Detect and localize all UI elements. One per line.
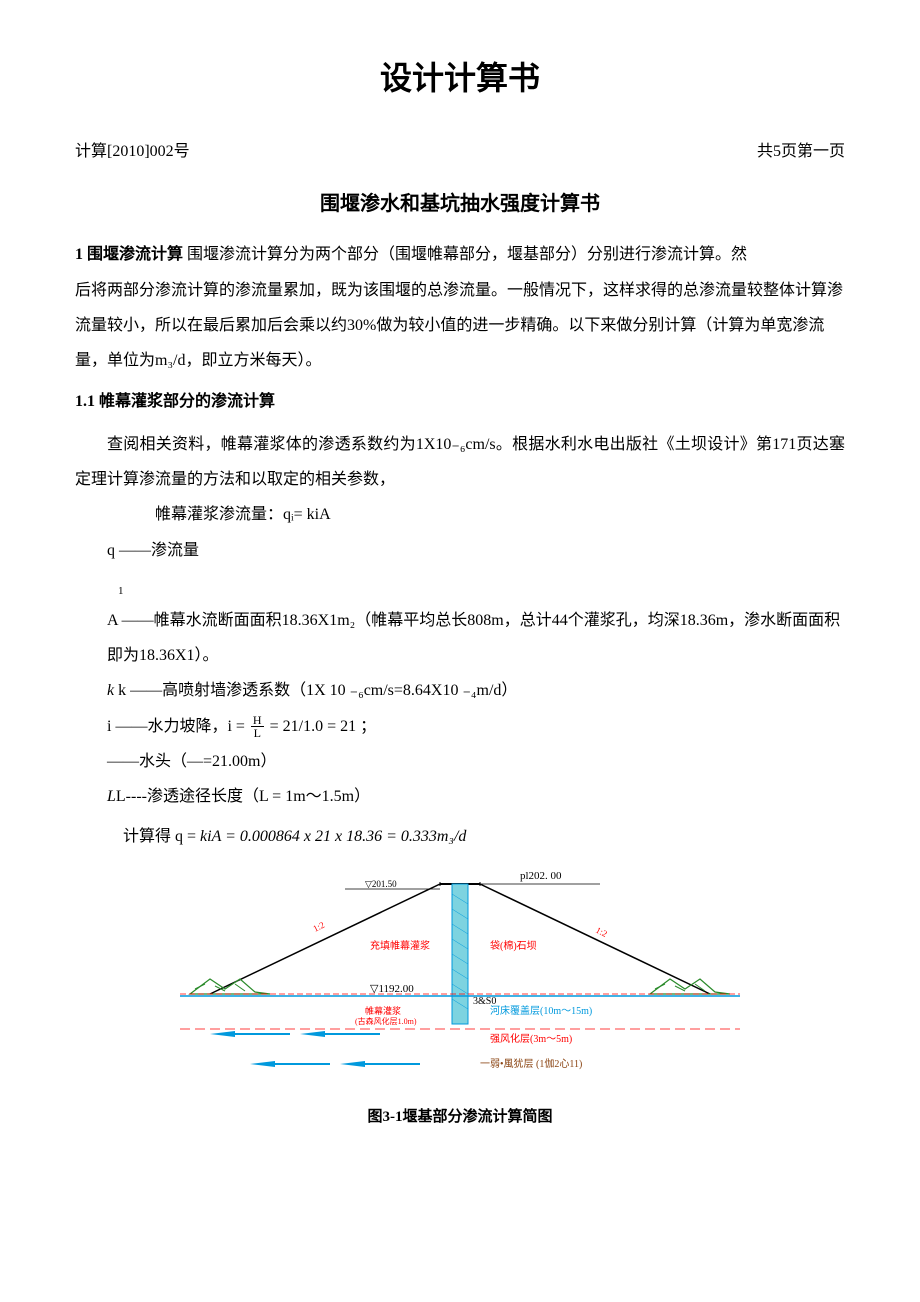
section1-1-para1: 查阅相关资料，帷幕灌浆体的渗透系数约为1X10₋₆cm/s。根据水利水电出版社《… xyxy=(75,427,845,497)
def-q-sub: 1 xyxy=(118,585,124,597)
def-A: A ——帷幕水流断面面积18.36X1m₂（帷幕平均总长808m，总计44个灌浆… xyxy=(107,603,845,673)
section1-inline: 围堰渗流计算分为两个部分（围堰帷幕部分，堰基部分）分别进行渗流计算。然 xyxy=(187,246,747,263)
def-H: ——水头（—=21.00m） xyxy=(107,744,845,779)
calc-value: kiA = 0.000864 x 21 x 18.36 = 0.333m₃/d xyxy=(200,828,466,845)
header-row: 计算[2010]002号 共5页第一页 xyxy=(75,138,845,167)
label-blue-layer: 河床覆盖层(10m〜15m) xyxy=(490,1004,592,1017)
section1-para1: 后将两部分渗流计算的渗流量累加，既为该围堰的总渗流量。一般情况下，这样求得的总渗… xyxy=(75,273,845,379)
label-mid-elev: ▽1192.00 xyxy=(370,983,414,995)
diagram-container: pl202. 00 ▽201.50 ▽1192.00 xyxy=(75,864,845,1094)
section1-num: 1 xyxy=(75,246,83,263)
label-brown-layer: 一弱•風犹层 (1伽2心11) xyxy=(480,1057,582,1070)
frac-den: L xyxy=(251,727,264,739)
main-title: 设计计算书 xyxy=(75,50,845,108)
def-i-suffix: = 21/1.0 = 21 ； xyxy=(270,718,377,735)
sub-title: 围堰渗水和基坑抽水强度计算书 xyxy=(75,186,845,222)
def-k: k k ——高喷射墙渗透系数（1X 10 ₋₆cm/s=8.64X10 ₋₄m/… xyxy=(107,673,845,708)
figure-caption: 图3-1堰基部分渗流计算简图 xyxy=(75,1104,845,1131)
label-top-right: pl202. 00 xyxy=(520,870,562,882)
formula-line: 帷幕灌浆渗流量：qᵢ= kiA xyxy=(155,497,845,532)
label-red-below: 帷幕灌浆 xyxy=(365,1005,401,1016)
def-L-text: L----渗透途径长度（L = 1m〜1.5m） xyxy=(116,788,370,805)
def-k-text: k ——高喷射墙渗透系数（1X 10 ₋₆cm/s=8.64X10 ₋₄m/d） xyxy=(118,682,517,699)
frac-icon: H L xyxy=(251,714,264,739)
def-i: i ——水力坡降，i = H L = 21/1.0 = 21 ； xyxy=(107,709,845,744)
def-q-text: q ——渗流量 xyxy=(107,542,199,559)
label-right-slope: 1:2 xyxy=(594,925,609,939)
label-red-left: 充填帷幕灌浆 xyxy=(370,939,430,952)
def-q: q ——渗流量 1 xyxy=(107,533,845,604)
doc-number: 计算[2010]002号 xyxy=(75,138,190,167)
def-i-prefix: i ——水力坡降，i = xyxy=(107,718,245,735)
label-left-slope: 1:2 xyxy=(311,920,326,934)
section1-heading: 围堰渗流计算 xyxy=(87,246,183,263)
calc-prefix: 计算得 q = xyxy=(123,828,196,845)
section1-1-heading: 1.1 帷幕灌浆部分的渗流计算 xyxy=(75,388,845,417)
label-red-right: 袋(棉)石坝 xyxy=(490,939,537,952)
dam-diagram: pl202. 00 ▽201.50 ▽1192.00 xyxy=(140,864,780,1094)
def-L: LL----渗透途径长度（L = 1m〜1.5m） xyxy=(107,779,845,814)
calc-result: 计算得 q = kiA = 0.000864 x 21 x 18.36 = 0.… xyxy=(123,819,845,854)
label-top-left: ▽201.50 xyxy=(365,879,397,889)
label-red-layer: 强风化层(3m〜5m) xyxy=(490,1032,572,1045)
page-info: 共5页第一页 xyxy=(757,138,845,167)
label-red-below2: (古森风化层1.0m) xyxy=(355,1016,417,1026)
section1-intro: 1 围堰渗流计算 围堰渗流计算分为两个部分（围堰帷幕部分，堰基部分）分别进行渗流… xyxy=(75,237,845,272)
